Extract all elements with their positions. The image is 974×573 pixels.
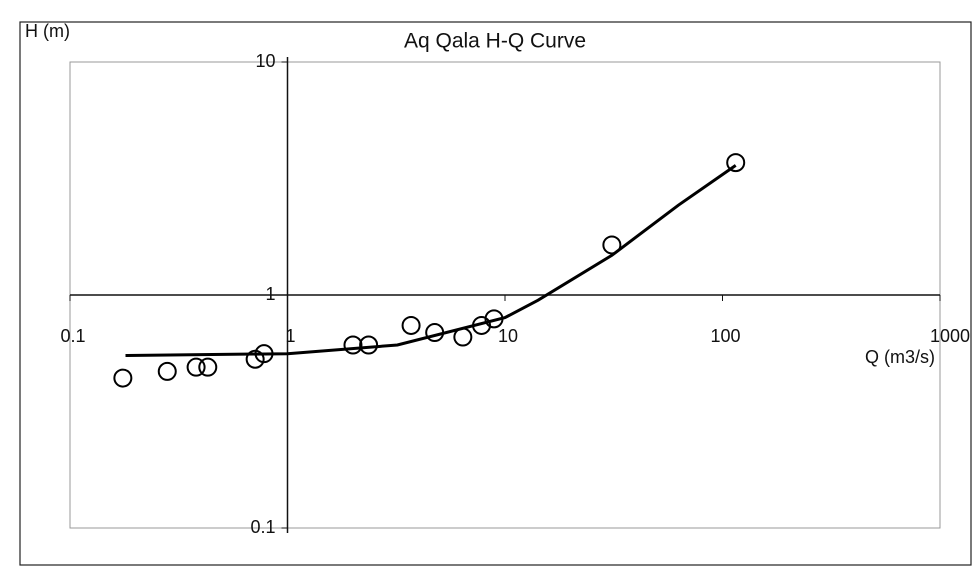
fit-curve <box>125 164 737 357</box>
data-point <box>343 335 363 355</box>
x-tick-label: 100 <box>710 326 740 346</box>
data-point <box>602 235 622 255</box>
data-point <box>198 357 218 377</box>
data-point <box>113 368 133 388</box>
y-tick-label: 0.1 <box>250 517 275 537</box>
y-tick-label: 1 <box>265 284 275 304</box>
data-point <box>157 361 177 381</box>
x-tick-label: 0.1 <box>60 326 85 346</box>
x-tick-label: 1 <box>285 326 295 346</box>
x-tick-label: 10 <box>498 326 518 346</box>
data-point <box>726 153 746 173</box>
chart-title: Aq Qala H-Q Curve <box>404 30 586 53</box>
data-point <box>401 315 421 335</box>
y-axis-label: H (m) <box>25 21 70 41</box>
x-axis-label: Q (m3/s) <box>865 347 935 367</box>
data-point <box>186 357 206 377</box>
chart-frame <box>19 21 972 566</box>
y-tick-label: 10 <box>255 51 275 71</box>
data-point <box>359 335 379 355</box>
x-tick-label: 1000 <box>930 326 970 346</box>
